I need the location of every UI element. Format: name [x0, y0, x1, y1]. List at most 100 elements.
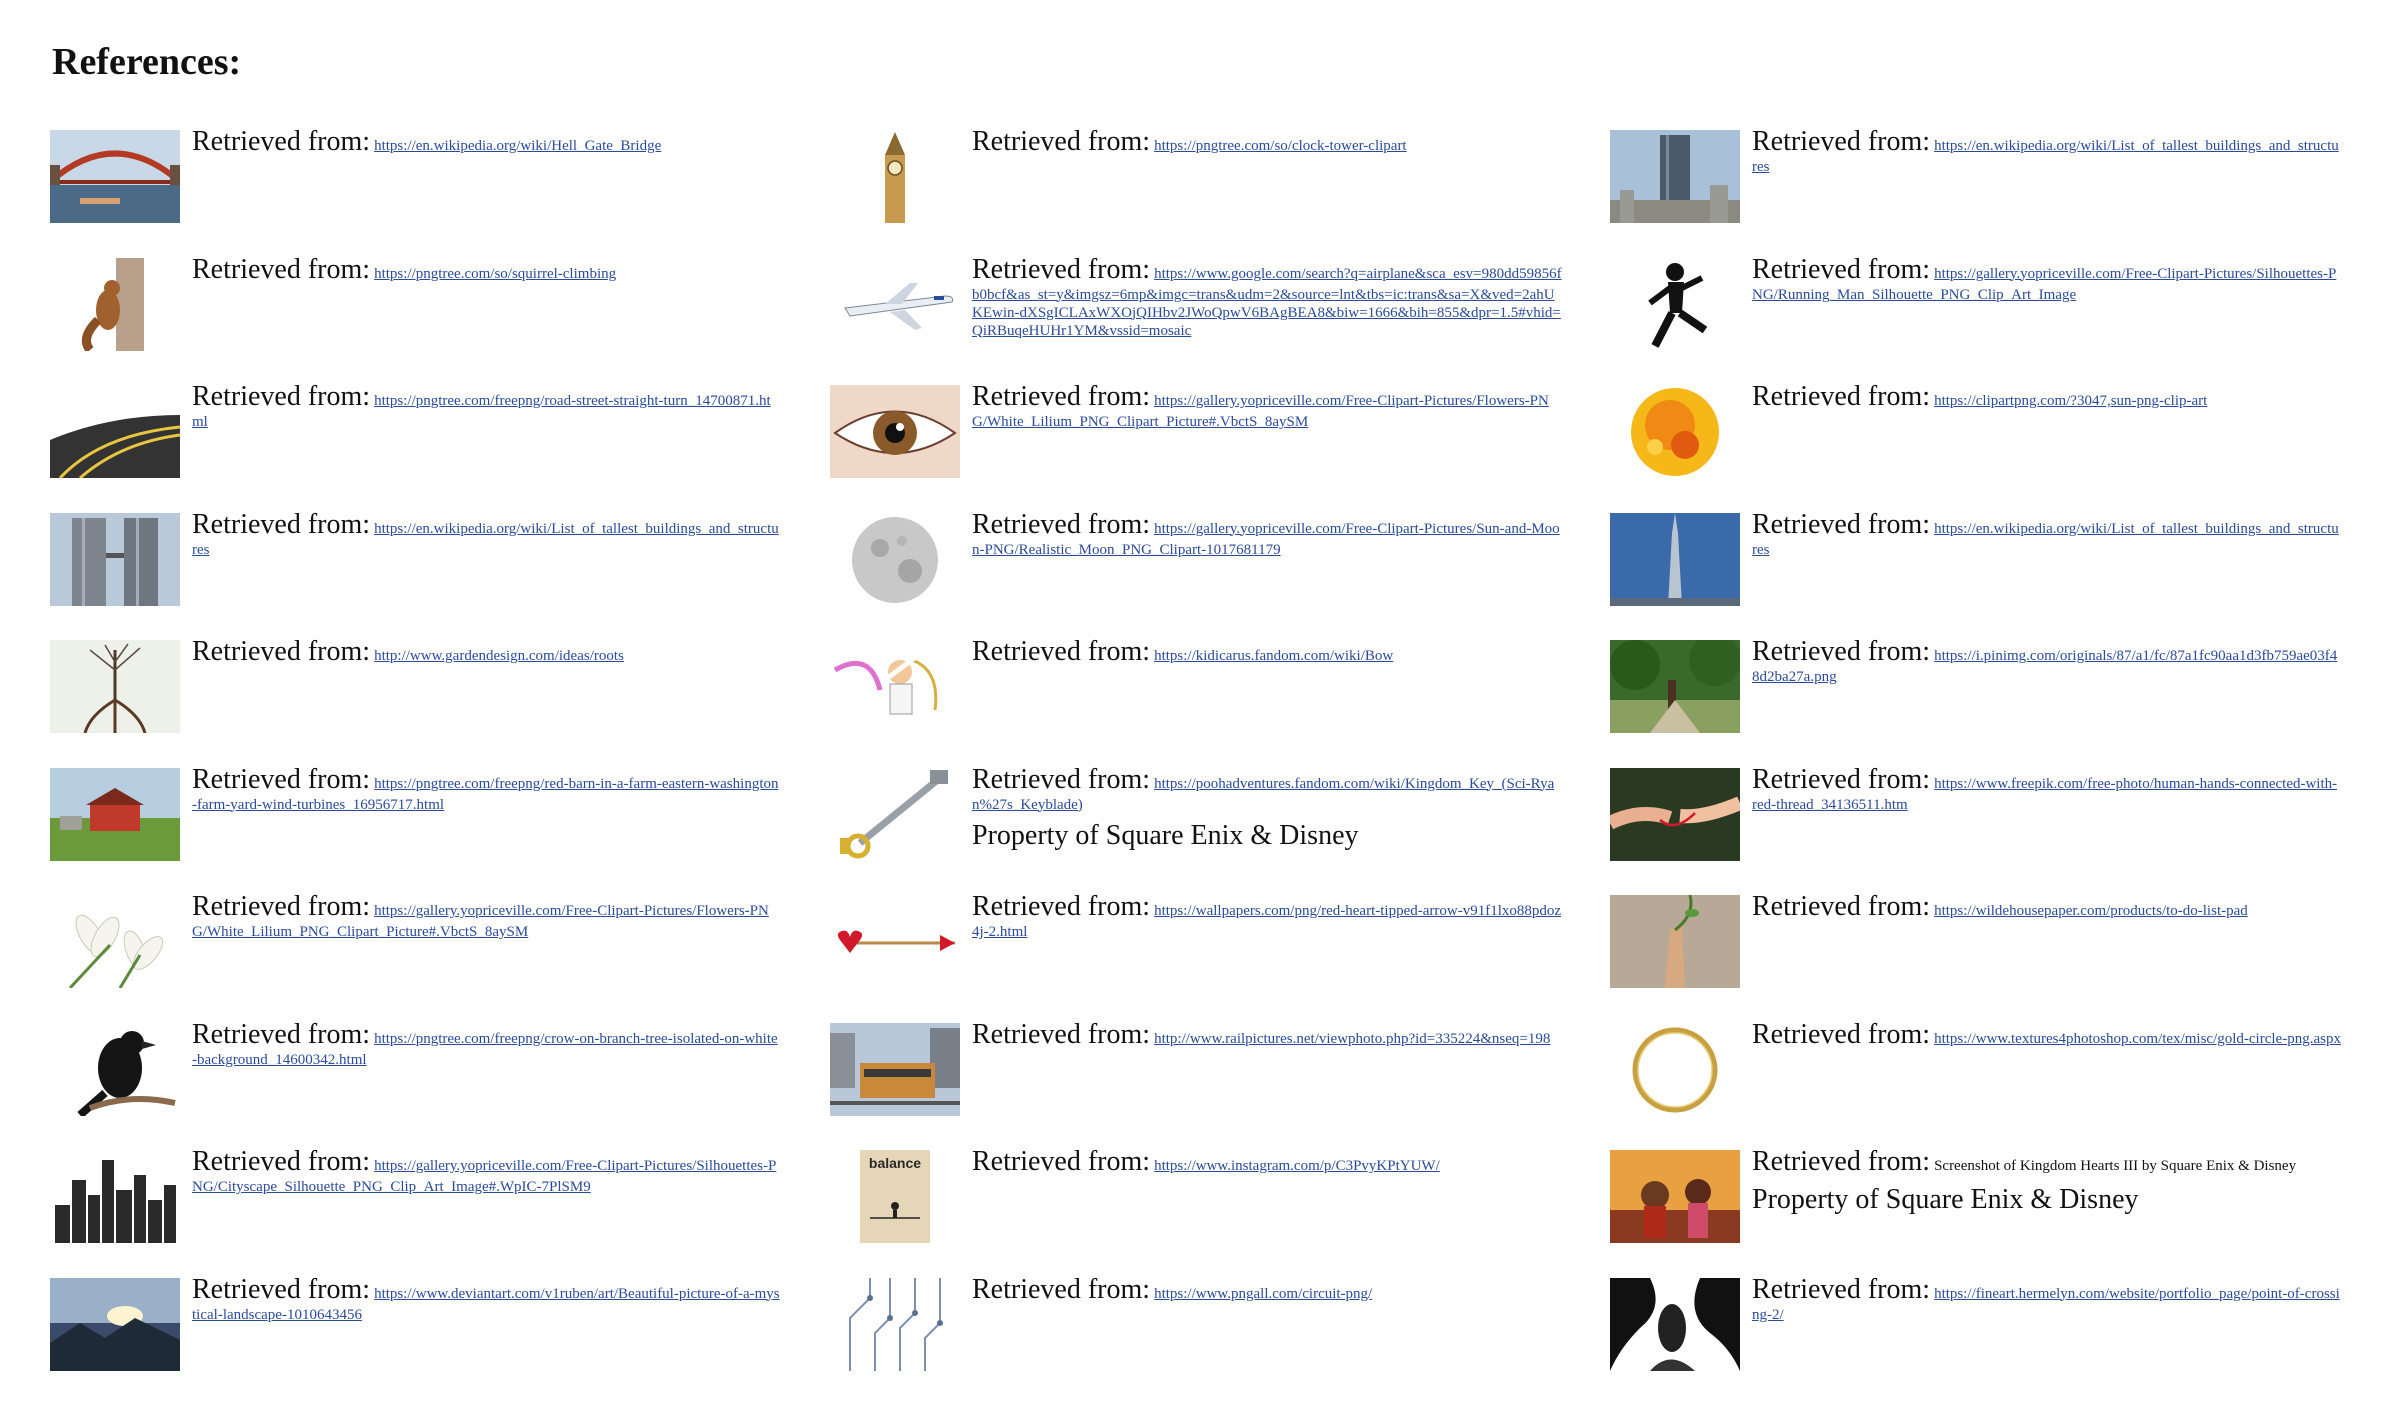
- thumbnail-kingdom-hearts-screenshot: [1610, 1150, 1740, 1243]
- source-link[interactable]: https://pngtree.com/freepng/road-street-…: [192, 393, 771, 430]
- source-link[interactable]: https://clipartpng.com/?3047,sun-png-cli…: [1934, 393, 2208, 409]
- source-link[interactable]: https://en.wikipedia.org/wiki/List_of_ta…: [192, 520, 779, 558]
- retrieved-label: Retrieved from:: [1752, 1146, 1931, 1177]
- source-link[interactable]: https://www.freepik.com/free-photo/human…: [1752, 775, 2338, 813]
- thumbnail-crow: [50, 1022, 180, 1116]
- reference-entry: Retrieved from: https://en.wikipedia.org…: [1610, 126, 2350, 254]
- thumbnail-heart-arrow: [830, 895, 960, 988]
- reference-entry: Retrieved from: https://pngtree.com/so/c…: [830, 126, 1570, 254]
- reference-entry: Retrieved from: https://gallery.yopricev…: [1610, 254, 2350, 382]
- retrieved-label: Retrieved from:: [192, 891, 371, 922]
- reference-text: Retrieved from: https://pngtree.com/free…: [192, 1019, 782, 1069]
- source-link[interactable]: https://gallery.yopriceville.com/Free-Cl…: [972, 520, 1560, 558]
- reference-column: Retrieved from: https://en.wikipedia.org…: [50, 126, 790, 1401]
- thumbnail-tree-roots: [50, 640, 180, 733]
- source-link[interactable]: https://www.instagram.com/p/C3PvyKPtYUW/: [1154, 1158, 1440, 1174]
- reference-text: Retrieved from: https://pngtree.com/so/c…: [972, 126, 1562, 158]
- source-link[interactable]: https://en.wikipedia.org/wiki/List_of_ta…: [1752, 138, 2339, 175]
- source-link[interactable]: https://wildehousepaper.com/products/to-…: [1934, 903, 2248, 919]
- source-link[interactable]: https://gallery.yopriceville.com/Free-Cl…: [1752, 265, 2337, 303]
- retrieved-label: Retrieved from:: [1752, 1018, 1931, 1050]
- reference-entry: Retrieved from: https://en.wikipedia.org…: [50, 509, 790, 637]
- source-link[interactable]: https://poohadventures.fandom.com/wiki/K…: [972, 775, 1555, 813]
- reference-text: Retrieved from: https://en.wikipedia.org…: [1752, 509, 2342, 559]
- reference-entry: Retrieved from: https://en.wikipedia.org…: [1610, 509, 2350, 637]
- source-link[interactable]: https://pngtree.com/freepng/crow-on-bran…: [192, 1030, 778, 1068]
- reference-entry: Retrieved from: https://gallery.yopricev…: [830, 509, 1570, 637]
- reference-entry: Retrieved from: https://fineart.hermelyn…: [1610, 1274, 2350, 1402]
- source-link[interactable]: https://en.wikipedia.org/wiki/Hell_Gate_…: [374, 138, 662, 154]
- reference-text: Retrieved from: https://wildehousepaper.…: [1752, 891, 2342, 923]
- source-link[interactable]: https://wallpapers.com/png/red-heart-tip…: [972, 903, 1562, 940]
- source-link[interactable]: https://fineart.hermelyn.com/website/por…: [1752, 1285, 2340, 1323]
- reference-text: Retrieved from: https://www.instagram.co…: [972, 1146, 1562, 1178]
- source-link[interactable]: https://gallery.yopriceville.com/Free-Cl…: [192, 1158, 777, 1195]
- retrieved-label: Retrieved from:: [192, 253, 371, 285]
- reference-text: Retrieved from: https://pngtree.com/so/s…: [192, 254, 782, 286]
- reference-text: Retrieved from: https://gallery.yopricev…: [1752, 254, 2342, 304]
- thumbnail-running-man: [1610, 257, 1740, 351]
- thumbnail-tower-spire: [1610, 512, 1740, 606]
- source-link[interactable]: https://www.pngall.com/circuit-png/: [1154, 1285, 1373, 1302]
- reference-entry: Retrieved from: https://www.freepik.com/…: [1610, 764, 2350, 892]
- retrieved-label: Retrieved from:: [972, 508, 1151, 540]
- source-link[interactable]: https://www.google.com/search?q=airplane…: [972, 265, 1562, 339]
- reference-text: Retrieved from: https://pngtree.com/free…: [192, 764, 782, 814]
- reference-text: Retrieved from: https://gallery.yopricev…: [192, 891, 782, 941]
- thumbnail-eye: [830, 385, 960, 478]
- reference-entry: Retrieved from: https://pngtree.com/free…: [50, 764, 790, 892]
- reference-text: Retrieved from: https://i.pinimg.com/ori…: [1752, 636, 2342, 686]
- thumbnail-park: [1610, 640, 1740, 733]
- source-link[interactable]: https://pngtree.com/freepng/red-barn-in-…: [192, 775, 779, 813]
- thumbnail-keyblade: [830, 767, 960, 861]
- source-link[interactable]: https://pngtree.com/so/clock-tower-clipa…: [1154, 138, 1407, 154]
- retrieved-label: Retrieved from:: [1752, 126, 1931, 157]
- reference-text: Retrieved from: https://gallery.yopricev…: [192, 1146, 782, 1196]
- thumbnail-moon: [830, 512, 960, 606]
- retrieved-label: Retrieved from:: [192, 1273, 371, 1305]
- thumbnail-hell-gate-bridge: [50, 130, 180, 223]
- thumbnail-circuit: [830, 1277, 960, 1371]
- source-link[interactable]: https://gallery.yopriceville.com/Free-Cl…: [972, 393, 1549, 430]
- source-link[interactable]: https://en.wikipedia.org/wiki/List_of_ta…: [1752, 520, 2339, 558]
- reference-entry: Retrieved from: https://pngtree.com/so/s…: [50, 254, 790, 382]
- reference-column: Retrieved from: https://pngtree.com/so/c…: [830, 126, 1570, 1401]
- reference-text: Retrieved from: https://gallery.yopricev…: [972, 381, 1562, 431]
- retrieved-label: Retrieved from:: [1752, 381, 1931, 412]
- source-link[interactable]: https://pngtree.com/so/squirrel-climbing: [374, 265, 617, 282]
- reference-entry: Retrieved from: https://gallery.yopricev…: [50, 1146, 790, 1274]
- thumbnail-airplane: [830, 257, 960, 351]
- reference-entry: balance Retrieved from: https://www.insta…: [830, 1146, 1570, 1274]
- thumbnail-mystical-landscape: [50, 1277, 180, 1371]
- source-link[interactable]: http://www.gardendesign.com/ideas/roots: [374, 648, 624, 664]
- retrieved-label: Retrieved from:: [1752, 636, 1931, 667]
- source-link[interactable]: https://kidicarus.fandom.com/wiki/Bow: [1154, 648, 1394, 664]
- source-link[interactable]: http://www.railpictures.net/viewphoto.ph…: [1154, 1030, 1551, 1047]
- source-link[interactable]: https://i.pinimg.com/originals/87/a1/fc/…: [1752, 648, 2338, 685]
- reference-entry: Retrieved from: https://clipartpng.com/?…: [1610, 381, 2350, 509]
- retrieved-label: Retrieved from:: [972, 253, 1151, 285]
- retrieved-label: Retrieved from:: [1752, 253, 1931, 285]
- reference-text: Retrieved from: https://en.wikipedia.org…: [192, 126, 782, 158]
- source-link[interactable]: https://gallery.yopriceville.com/Free-Cl…: [192, 903, 769, 940]
- thumbnail-red-barn: [50, 767, 180, 861]
- reference-entry: Retrieved from: Screenshot of Kingdom He…: [1610, 1146, 2350, 1274]
- reference-entry: Retrieved from: https://www.pngall.com/c…: [830, 1274, 1570, 1402]
- source-link[interactable]: https://www.textures4photoshop.com/tex/m…: [1934, 1030, 2341, 1047]
- thumbnail-balance-poster: balance: [830, 1150, 960, 1243]
- reference-entry: Retrieved from: http://www.gardendesign.…: [50, 636, 790, 764]
- reference-text: Retrieved from: https://www.pngall.com/c…: [972, 1274, 1562, 1306]
- thumbnail-white-lilium: [50, 895, 180, 988]
- retrieved-label: Retrieved from:: [972, 1273, 1151, 1305]
- reference-text: Retrieved from: http://www.gardendesign.…: [192, 636, 782, 668]
- retrieved-label: Retrieved from:: [972, 126, 1151, 157]
- retrieved-label: Retrieved from:: [192, 508, 371, 540]
- retrieved-label: Retrieved from:: [972, 636, 1151, 667]
- page-title: References:: [52, 41, 242, 83]
- retrieved-label: Retrieved from:: [1752, 1273, 1931, 1305]
- reference-text: Retrieved from: https://en.wikipedia.org…: [1752, 126, 2342, 176]
- source-link[interactable]: https://www.deviantart.com/v1ruben/art/B…: [192, 1285, 780, 1323]
- reference-text: Retrieved from: https://poohadventures.f…: [972, 764, 1562, 852]
- retrieved-label: Retrieved from:: [192, 1146, 371, 1177]
